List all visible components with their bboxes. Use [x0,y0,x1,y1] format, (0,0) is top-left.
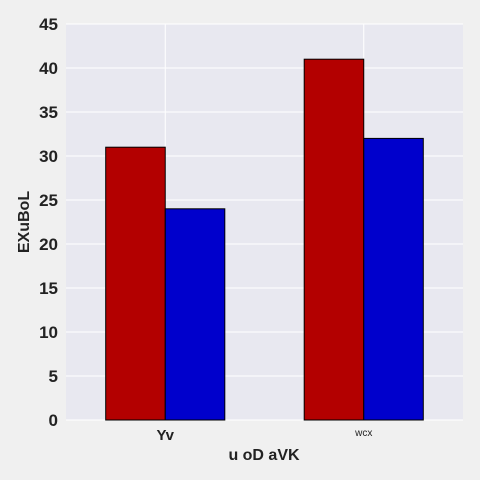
y-tick-label-5: 5 [49,367,58,386]
bar-series1-wcx [363,137,424,421]
y-tick-label-45: 45 [39,15,58,34]
y-tick-label-30: 30 [39,147,58,166]
y-tick-label-10: 10 [39,323,58,342]
y-tick-label-15: 15 [39,279,58,298]
x-tick-label-Yv: Yv [156,427,174,444]
y-tick-label-0: 0 [49,411,58,430]
x-axis-tick-labels: Yv wcx [156,427,372,444]
y-tick-label-40: 40 [39,59,58,78]
x-axis-label: u oD aVK [228,447,300,464]
bar-series0-Yv [105,146,166,421]
y-tick-label-25: 25 [39,191,58,210]
y-tick-label-20: 20 [39,235,58,254]
x-tick-label-wcx: wcx [354,428,372,439]
y-axis-label: EXuBoL [16,191,33,253]
y-tick-label-35: 35 [39,103,58,122]
bar-series1-Yv [164,208,226,421]
bar-series0-wcx [303,58,365,421]
y-axis-tick-labels: 0 5 10 15 20 25 30 35 40 45 [39,15,58,430]
bars [105,58,424,421]
